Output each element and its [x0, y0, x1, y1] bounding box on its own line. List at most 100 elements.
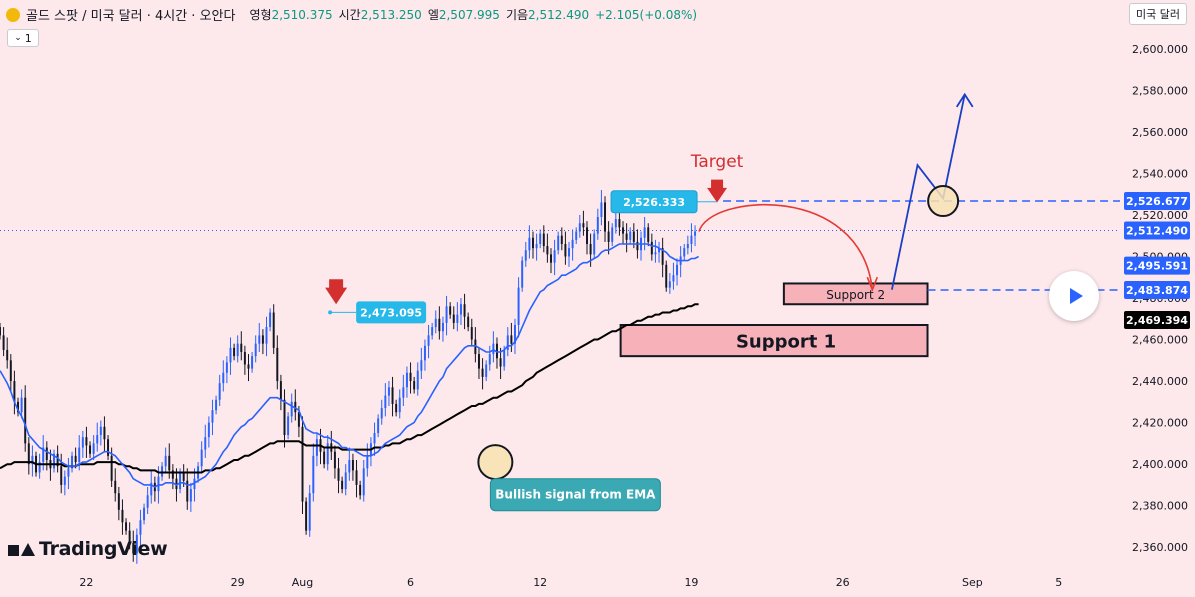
candle-body — [186, 480, 189, 502]
candle-body — [243, 352, 246, 365]
price-axis-label-box — [1124, 280, 1190, 299]
candle — [492, 331, 495, 363]
price-axis-label: 2,483.874 — [1126, 284, 1188, 297]
candle — [596, 208, 599, 240]
candle — [481, 358, 484, 390]
candle — [204, 424, 207, 458]
x-tick-label: Sep — [962, 576, 983, 589]
support1-zone — [619, 324, 929, 358]
candle — [265, 316, 268, 357]
candle — [229, 337, 232, 375]
candle — [564, 231, 567, 265]
candle — [654, 239, 657, 263]
symbol-title[interactable]: 골드 스팟 / 미국 달러 · 4시간 · 오안다 — [26, 9, 236, 24]
candle — [283, 389, 286, 448]
candle-body — [132, 543, 135, 554]
candle-body — [272, 312, 275, 348]
candle-body — [103, 426, 106, 440]
currency-button[interactable]: 미국 달러 — [1129, 3, 1187, 25]
candle-body — [20, 397, 23, 413]
candle — [294, 389, 297, 421]
candle — [125, 518, 128, 535]
candle — [467, 312, 470, 332]
x-tick-label: 19 — [684, 576, 698, 589]
candle-body — [2, 335, 5, 350]
candle-body — [9, 360, 12, 382]
candle-body — [348, 460, 351, 473]
candle — [27, 437, 30, 475]
candle-body — [337, 468, 340, 481]
candle-body — [89, 445, 92, 454]
candle — [38, 453, 41, 479]
candle — [200, 441, 203, 473]
candle — [341, 476, 344, 494]
projection-arrowhead-icon — [955, 92, 974, 108]
candle-body — [24, 397, 27, 444]
candle — [233, 343, 236, 361]
candle — [222, 360, 225, 392]
candle — [477, 347, 480, 379]
candle-body — [676, 264, 679, 276]
candle-body — [495, 343, 498, 359]
candle-body — [377, 418, 380, 433]
candle-body — [110, 455, 113, 481]
candle-body — [532, 237, 534, 249]
candle-body — [60, 466, 63, 485]
candle-body — [391, 387, 394, 404]
candle — [344, 464, 347, 496]
candle-body — [81, 437, 84, 448]
candle-body — [647, 227, 650, 242]
candle — [427, 325, 430, 359]
high-label: 시간 — [338, 8, 361, 22]
candle-body — [571, 239, 574, 249]
candle — [607, 221, 610, 255]
candle-body — [301, 426, 304, 502]
candle-body — [258, 335, 261, 344]
candle-body — [297, 412, 300, 427]
candle-body — [146, 495, 149, 508]
candle — [164, 447, 167, 473]
candle — [92, 435, 95, 460]
candle — [117, 487, 120, 521]
candle-body — [434, 318, 437, 328]
candle — [586, 221, 588, 255]
candle — [510, 322, 513, 352]
candle — [373, 422, 376, 456]
candle-body — [326, 443, 329, 465]
candle-body — [236, 343, 239, 357]
candle — [71, 451, 74, 473]
candle — [276, 335, 279, 390]
y-tick-label: 2,420.000 — [1132, 417, 1188, 430]
candle-body — [114, 480, 117, 494]
candle-body — [78, 447, 81, 463]
candle-body — [593, 233, 596, 255]
candle-body — [636, 241, 639, 251]
x-tick-label: 22 — [79, 576, 93, 589]
indicator-collapse-button[interactable]: ⌄ 1 — [7, 29, 39, 47]
candle — [409, 362, 412, 394]
candle-body — [629, 231, 632, 240]
replay-button[interactable] — [1049, 271, 1099, 321]
candle — [67, 457, 70, 490]
candle — [485, 360, 488, 382]
candle-body — [643, 227, 646, 238]
candle-body — [287, 416, 290, 436]
candle-body — [305, 501, 308, 531]
candle — [380, 399, 383, 425]
candle-body — [373, 433, 376, 444]
tradingview-logo[interactable]: TradingView — [8, 538, 168, 560]
candle — [528, 225, 531, 259]
candle-body — [261, 335, 264, 344]
candle — [665, 260, 668, 292]
candle — [17, 397, 19, 417]
candle-body — [225, 362, 228, 373]
high-label-box — [356, 301, 427, 324]
candle — [315, 433, 318, 467]
candle-body — [161, 466, 164, 477]
candle-body — [546, 246, 549, 255]
candle-body — [323, 451, 326, 465]
candle-body — [607, 231, 610, 242]
candle-body — [589, 244, 592, 255]
